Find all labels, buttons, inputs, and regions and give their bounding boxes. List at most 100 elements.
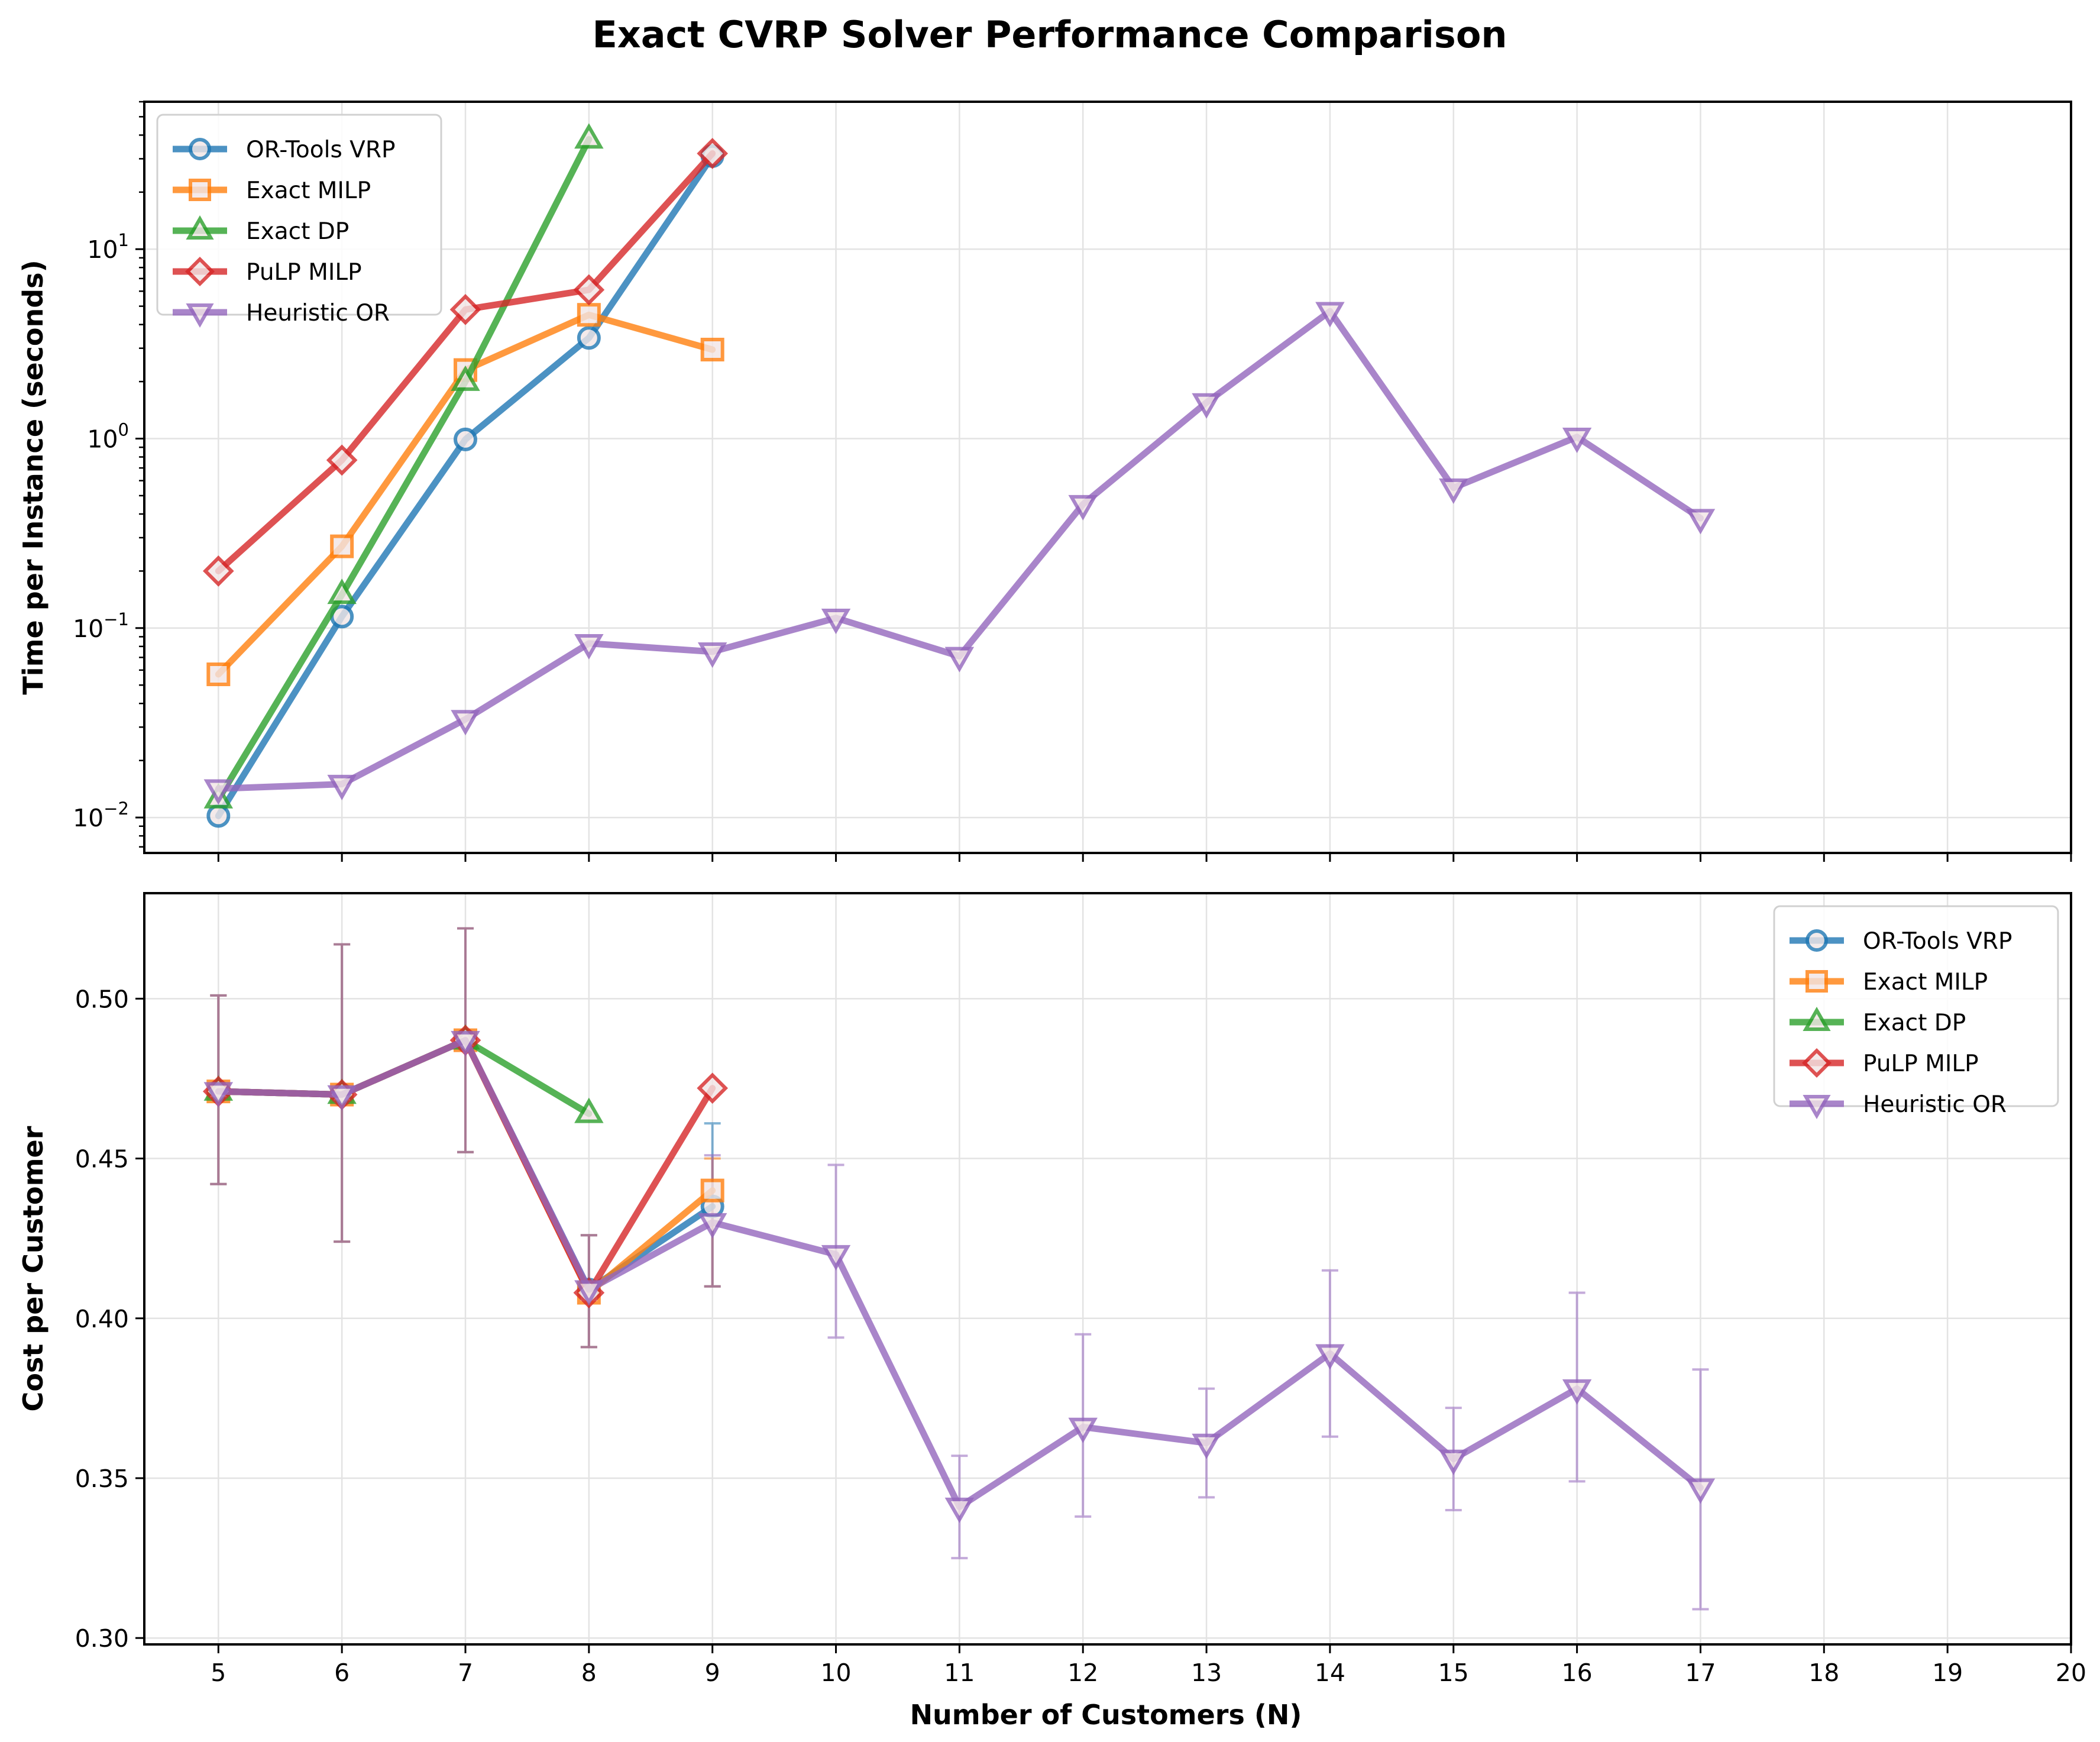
data-point (577, 303, 601, 327)
legend-label: OR-Tools VRP (1863, 928, 2012, 955)
legend-label: Exact DP (246, 218, 349, 245)
data-point (574, 634, 604, 660)
y-tick-label: 10−2 (73, 799, 129, 832)
x-axis-label: Number of Customers (N) (910, 1699, 1302, 1731)
x-tick-label: 20 (2056, 1659, 2086, 1687)
data-point (449, 293, 481, 325)
data-point (577, 326, 601, 350)
data-point (330, 534, 354, 558)
data-point (1315, 1344, 1345, 1370)
data-point (454, 427, 477, 451)
x-tick-label: 6 (334, 1659, 350, 1687)
axes-frame (143, 101, 2072, 854)
data-point (697, 1072, 729, 1104)
data-point (1068, 495, 1098, 521)
legend-item-heuristic-or: Heuristic OR (173, 300, 390, 328)
data-point (700, 338, 724, 362)
legend-marker (1801, 1048, 1832, 1078)
y-tick-label: 100 (87, 420, 129, 454)
y-tick-label: 0.50 (75, 985, 129, 1013)
cost-panel: 0.30 0.35 0.40 0.45 0.50 5 6 7 8 9 10 11 12 13 14 15 16 1… (17, 892, 2086, 1687)
x-tick-label: 18 (1808, 1659, 1839, 1687)
data-point (451, 710, 480, 736)
y-tick-label: 0.35 (75, 1465, 129, 1493)
legend-item-exact-milp: Exact MILP (173, 177, 371, 204)
data-point (203, 779, 234, 805)
legend-marker (186, 303, 214, 328)
x-tick-label: 19 (1932, 1659, 1963, 1687)
data-point (574, 1097, 604, 1123)
y-tick-label: 10−1 (73, 609, 129, 643)
x-tick-label: 11 (944, 1659, 975, 1687)
y-tick-exponent: −1 (103, 609, 129, 629)
legend-marker (1805, 970, 1828, 993)
legend-label: PuLP MILP (1863, 1051, 1979, 1077)
y-axis-label: Cost per Customer (17, 1126, 49, 1411)
data-point (1439, 478, 1468, 504)
x-tick-label: 8 (581, 1659, 597, 1687)
data-point (1685, 509, 1716, 535)
y-tick-base: 10 (73, 804, 103, 832)
data-point (574, 123, 604, 149)
y-tick-label: 0.45 (75, 1145, 129, 1174)
y-tick-label: 0.30 (75, 1624, 129, 1653)
data-point (203, 1082, 234, 1108)
data-point (574, 1280, 604, 1306)
legend-item-exact-dp: Exact DP (173, 215, 349, 245)
legend: OR-Tools VRP Exact MILP Exact DP PuLP MILP H… (1773, 905, 2059, 1120)
x-tick-label: 14 (1315, 1659, 1345, 1687)
series-exact-dp (203, 1024, 604, 1123)
y-axis-label: Time per Instance (seconds) (17, 260, 49, 694)
x-tick-label: 5 (211, 1659, 226, 1687)
y-tick-exponent: 1 (118, 230, 129, 250)
plot-area (202, 927, 1716, 1611)
legend-marker (1805, 929, 1828, 952)
legend-marker (1803, 1006, 1831, 1031)
axes-frame (143, 892, 2072, 1646)
legend-item-pulp-milp: PuLP MILP (1790, 1048, 1979, 1078)
series-exact-dp (203, 123, 604, 809)
data-point (1685, 1478, 1716, 1504)
legend-item-or-tools-vrp: OR-Tools VRP (173, 137, 395, 163)
data-point (326, 444, 358, 476)
data-point (697, 642, 727, 668)
x-tick-label: 16 (1562, 1659, 1593, 1687)
data-point (327, 774, 357, 800)
series-line (215, 136, 593, 803)
plot-area (202, 123, 1716, 828)
legend-marker (185, 256, 215, 287)
y-tick-base: 10 (87, 425, 118, 454)
series-heuristic-or (203, 1030, 1716, 1523)
data-point (206, 662, 231, 686)
data-point (1192, 393, 1221, 419)
y-tick-label: 0.40 (75, 1305, 129, 1333)
data-point (573, 274, 605, 306)
legend-frame (156, 114, 442, 316)
data-point (1439, 1449, 1468, 1475)
legend-marker (186, 215, 214, 240)
legend-marker (189, 179, 211, 201)
data-point (697, 138, 729, 169)
data-point (697, 1213, 727, 1239)
data-point (1068, 1417, 1098, 1443)
x-tick-label: 9 (705, 1659, 720, 1687)
y-tick-label: 101 (87, 230, 129, 264)
y-tick-base: 10 (73, 615, 103, 643)
x-tick-label: 12 (1067, 1659, 1098, 1687)
data-point (327, 578, 357, 605)
data-point (821, 1245, 851, 1271)
data-point (327, 1085, 357, 1111)
y-tick-exponent: −2 (103, 799, 129, 819)
legend-frame (1773, 905, 2059, 1107)
legend-label: PuLP MILP (246, 259, 362, 286)
x-tick-label: 15 (1438, 1659, 1469, 1687)
data-point (202, 555, 234, 587)
data-point (1315, 302, 1345, 328)
x-tick-label: 17 (1685, 1659, 1716, 1687)
data-point (700, 1178, 724, 1203)
legend-label: Exact MILP (1863, 969, 1988, 996)
y-tick-exponent: 0 (118, 420, 129, 440)
legend-label: Heuristic OR (1863, 1091, 2007, 1118)
